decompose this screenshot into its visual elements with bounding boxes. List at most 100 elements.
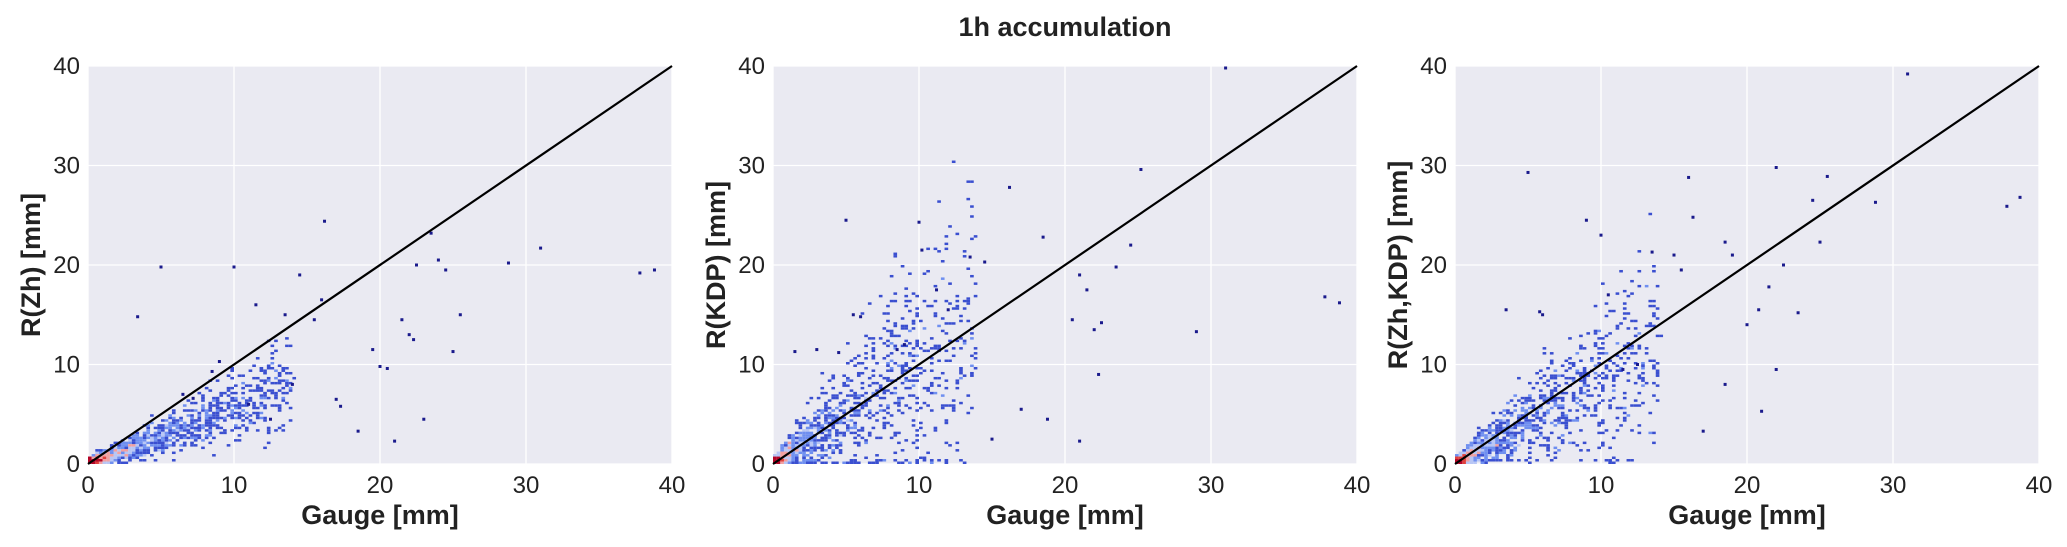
density-cell — [1549, 421, 1554, 425]
density-cell — [208, 429, 213, 432]
density-cell — [816, 459, 821, 462]
density-cell — [864, 404, 868, 407]
density-cell — [226, 389, 231, 392]
density-cell — [117, 444, 121, 447]
density-cell — [208, 416, 213, 420]
density-cell — [88, 456, 92, 460]
data-point — [1723, 382, 1727, 386]
data-point — [415, 263, 418, 267]
density-cell — [255, 406, 260, 410]
data-point — [1774, 367, 1778, 371]
density-cell — [940, 371, 945, 375]
density-cell — [944, 349, 949, 353]
density-cell — [204, 416, 209, 420]
density-cell — [234, 384, 238, 387]
density-cell — [787, 444, 792, 447]
density-cell — [182, 436, 187, 440]
density-cell — [1528, 426, 1532, 430]
density-cell — [168, 429, 172, 432]
density-cell — [219, 406, 224, 410]
density-cell — [259, 369, 264, 372]
density-cell — [1597, 374, 1601, 377]
density-cell — [929, 357, 934, 360]
density-cell — [1531, 386, 1536, 390]
density-cell — [1582, 384, 1587, 387]
density-cell — [135, 454, 140, 457]
density-cell — [1637, 269, 1642, 273]
density-cell — [1549, 394, 1554, 397]
density-cell — [1535, 426, 1539, 430]
density-cell — [878, 337, 883, 340]
density-cell — [226, 386, 231, 390]
density-cell — [226, 401, 231, 405]
density-cell — [864, 357, 868, 360]
density-cell — [285, 344, 289, 348]
density-cell — [1564, 381, 1569, 385]
density-cell — [1644, 347, 1649, 350]
density-cell — [182, 444, 187, 447]
density-cell — [889, 424, 894, 427]
density-cell — [117, 454, 121, 457]
density-cell — [263, 381, 267, 385]
density-cell — [802, 461, 806, 464]
density-cell — [831, 439, 836, 442]
data-point — [1760, 409, 1764, 413]
x-tick-label: 30 — [1198, 472, 1225, 499]
density-cell — [230, 404, 234, 407]
density-cell — [904, 344, 909, 348]
density-cell — [915, 429, 919, 432]
density-cell — [882, 391, 887, 395]
density-cell — [889, 359, 894, 363]
density-cell — [820, 426, 825, 430]
density-cell — [241, 391, 245, 395]
density-cell — [1571, 391, 1576, 395]
density-cell — [1465, 456, 1470, 460]
data-point — [935, 288, 939, 292]
density-cell — [1604, 376, 1609, 380]
data-point — [1538, 310, 1542, 314]
density-cell — [248, 419, 253, 422]
density-cell — [1553, 389, 1558, 392]
density-cell — [1513, 449, 1518, 452]
density-cell — [1655, 374, 1660, 377]
density-cell — [889, 369, 894, 372]
density-cell — [893, 322, 898, 325]
density-cell — [1528, 424, 1532, 427]
density-cell — [900, 449, 905, 452]
density-cell — [1626, 357, 1631, 360]
density-cell — [824, 419, 828, 422]
density-cell — [831, 451, 836, 455]
density-cell — [1622, 344, 1627, 348]
density-cell — [215, 401, 220, 405]
density-cell — [842, 381, 846, 385]
density-cell — [1524, 426, 1528, 430]
density-cell — [1502, 409, 1507, 412]
density-cell — [1531, 399, 1536, 402]
density-cell — [783, 451, 788, 455]
density-cell — [780, 461, 784, 464]
density-cell — [197, 436, 202, 440]
density-cell — [908, 354, 912, 358]
density-cell — [142, 451, 147, 455]
density-cell — [1593, 371, 1598, 375]
density-cell — [1633, 381, 1638, 385]
density-cell — [875, 381, 879, 385]
density-cell — [893, 255, 898, 258]
density-cell — [1546, 366, 1550, 370]
density-cell — [1506, 446, 1510, 450]
density-cell — [904, 439, 909, 442]
density-cell — [846, 419, 850, 422]
x-axis-label: Gauge [mm] — [986, 500, 1144, 530]
density-cell — [1630, 347, 1634, 350]
density-cell — [1604, 302, 1609, 305]
density-cell — [1590, 414, 1594, 417]
y-tick-label: 30 — [1420, 153, 1447, 180]
density-cell — [889, 332, 894, 335]
density-cell — [212, 421, 216, 425]
density-cell — [842, 411, 846, 415]
density-cell — [838, 431, 843, 435]
density-cell — [175, 424, 180, 427]
density-cell — [1560, 396, 1565, 400]
density-cell — [230, 411, 234, 415]
density-cell — [164, 434, 169, 437]
